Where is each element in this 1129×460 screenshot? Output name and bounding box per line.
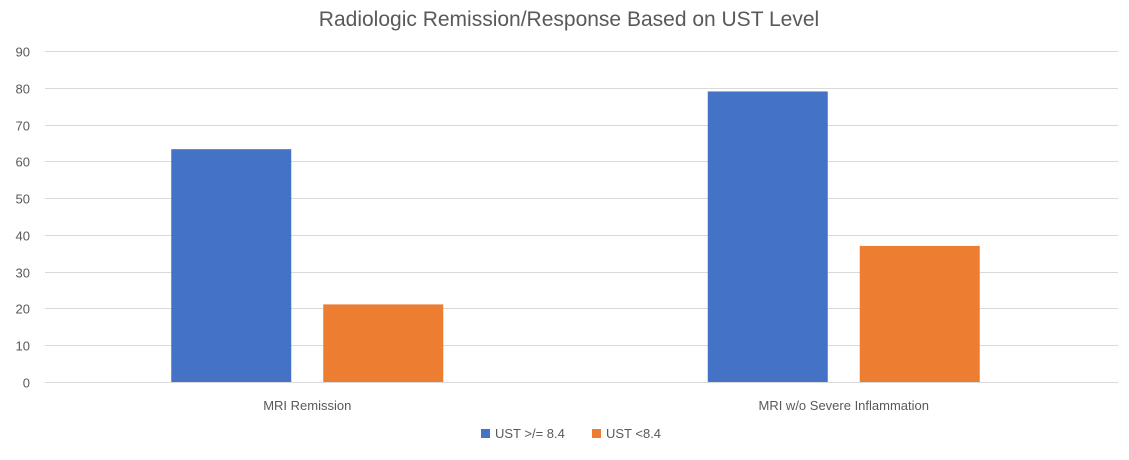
y-tick-label: 50 (16, 192, 30, 207)
legend-label: UST <8.4 (606, 426, 661, 441)
bar-ust-low-mri-no-severe-inflammation (859, 245, 980, 382)
legend-swatch (592, 429, 601, 438)
x-category-label: MRI Remission (263, 398, 351, 413)
bar-ust-low-mri-remission (323, 304, 444, 382)
y-axis-ticks: 0 10 20 30 40 50 60 70 80 90 (16, 45, 30, 391)
bar-ust-high-mri-no-severe-inflammation (707, 91, 828, 382)
y-tick-label: 0 (23, 376, 30, 391)
legend: UST >/= 8.4 UST <8.4 (481, 426, 661, 441)
y-tick-label: 40 (16, 229, 30, 244)
legend-swatch (481, 429, 490, 438)
legend-label: UST >/= 8.4 (495, 426, 565, 441)
bar-ust-high-mri-remission (171, 149, 292, 382)
y-tick-label: 70 (16, 119, 30, 134)
y-tick-label: 90 (16, 45, 30, 60)
x-category-label: MRI w/o Severe Inflammation (758, 398, 929, 413)
y-tick-label: 20 (16, 302, 30, 317)
chart-title: Radiologic Remission/Response Based on U… (319, 8, 819, 31)
bars (171, 91, 980, 382)
y-tick-label: 60 (16, 155, 30, 170)
x-axis-categories: MRI Remission MRI w/o Severe Inflammation (263, 398, 929, 413)
y-tick-label: 80 (16, 82, 30, 97)
y-tick-label: 30 (16, 266, 30, 281)
y-tick-label: 10 (16, 339, 30, 354)
